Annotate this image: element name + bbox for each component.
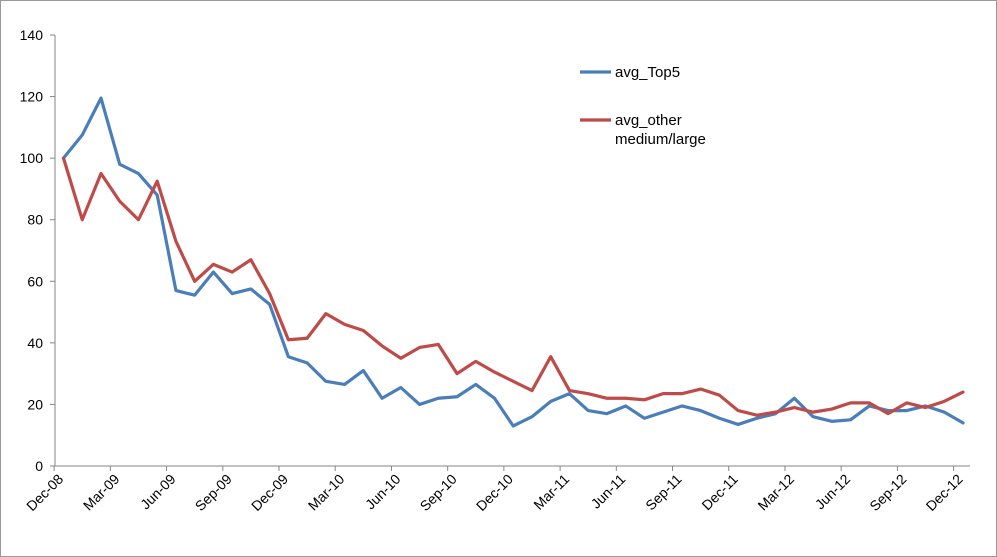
y-tick-label: 60 (27, 273, 43, 289)
series-line-avg-top5 (61, 96, 965, 428)
y-tick-label: 80 (27, 212, 43, 228)
x-tick-label: Jun-11 (588, 471, 629, 512)
x-tick-label: Mar-11 (530, 471, 572, 513)
x-tick-label: Dec-08 (23, 471, 66, 514)
x-tick-label: Mar-12 (754, 471, 797, 514)
y-tick-label: 120 (20, 89, 44, 105)
x-tick-label: Dec-09 (248, 471, 291, 514)
x-tick-label: Sep-12 (866, 471, 909, 514)
x-tick-label: Jun-12 (812, 471, 854, 513)
series-layer (61, 96, 965, 428)
legend: avg_Top5 avg_other medium/large (580, 64, 706, 148)
legend-label: avg_Top5 (615, 64, 680, 81)
x-tick-label: Sep-09 (192, 471, 235, 514)
y-tick-label: 20 (27, 396, 43, 412)
y-tick-label: 40 (27, 335, 43, 351)
x-tick-label: Sep-11 (642, 471, 685, 514)
y-tick-label: 0 (35, 458, 43, 474)
series-line-avg-other (61, 156, 965, 417)
x-tick-label: Dec-10 (473, 471, 516, 514)
legend-label: avg_other (615, 112, 682, 129)
y-tick-label: 100 (20, 150, 44, 166)
legend-label: medium/large (615, 131, 706, 148)
y-tick-label: 140 (20, 27, 44, 43)
axes: 0 20 40 60 80 100 120 140 Dec-08 Mar-09 Jun-09 Sep-… (20, 27, 970, 514)
x-tick-label: Sep-10 (417, 471, 460, 514)
x-tick-label: Jun-09 (137, 471, 179, 513)
x-tick-label: Mar-10 (305, 471, 348, 514)
x-tick-label: Dec-11 (698, 471, 741, 514)
x-tick-label: Dec-12 (923, 471, 966, 514)
x-tick-label: Jun-10 (362, 471, 404, 513)
x-tick-label: Mar-09 (80, 471, 123, 514)
